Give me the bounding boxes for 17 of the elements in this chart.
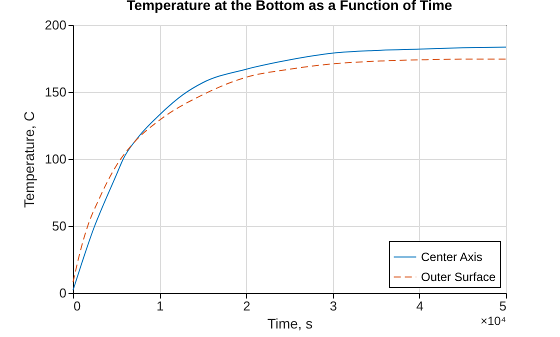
y-tick-label: 150 <box>44 84 66 100</box>
y-tick-label: 200 <box>44 18 66 32</box>
x-tick-label: 1 <box>156 298 164 314</box>
x-tick-label: 0 <box>74 298 81 314</box>
x-axis-title: Time, s <box>267 316 313 332</box>
y-axis-title: Temperature, C <box>20 111 37 208</box>
text: ×10⁴ <box>480 314 506 328</box>
x-tick-label: 2 <box>243 298 250 314</box>
y-tick-label: 100 <box>44 152 66 166</box>
legend-label: Outer Surface <box>421 270 496 284</box>
x-tick-label: 3 <box>330 298 337 314</box>
chart-title: Temperature at the Bottom as a Function of Time <box>126 0 452 13</box>
x-tick-label: 4 <box>416 298 424 314</box>
y-tick-label: 50 <box>52 218 66 234</box>
x-tick-label: 5 <box>499 298 506 314</box>
legend-label: Center Axis <box>421 250 482 264</box>
y-tick-label: 0 <box>59 286 66 300</box>
